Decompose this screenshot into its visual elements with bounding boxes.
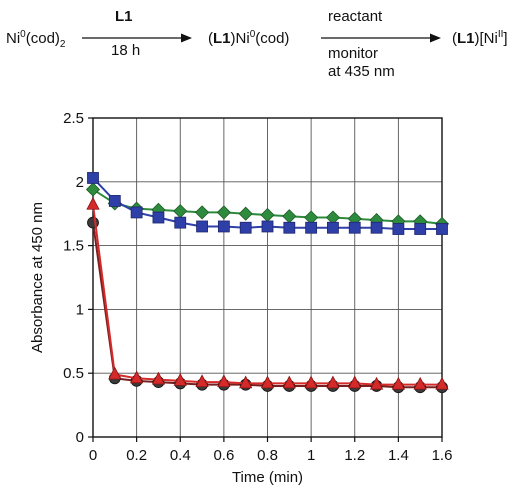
- data-point-square: [196, 220, 208, 233]
- data-point-square: [436, 223, 448, 235]
- y-tick-label: 2.5: [63, 110, 84, 127]
- data-point-triangle: [304, 375, 318, 389]
- y-tick-label: 0: [76, 429, 84, 446]
- x-tick-label: 0.8: [257, 447, 278, 464]
- x-tick-label: 0.6: [213, 447, 234, 464]
- data-point-triangle: [86, 196, 100, 210]
- x-tick-label: 0.4: [170, 447, 191, 464]
- x-axis-label: Time (min): [232, 469, 303, 486]
- data-point-square: [152, 211, 165, 224]
- x-tick-label: 1.6: [432, 447, 453, 464]
- data-point-triangle: [108, 366, 122, 380]
- series-square: [87, 172, 448, 235]
- step2-monitor: monitor: [328, 45, 379, 62]
- data-point-triangle: [391, 376, 406, 390]
- data-point-triangle: [195, 374, 209, 388]
- step2-wavelength: at 435 nm: [328, 63, 395, 80]
- data-point-square: [130, 206, 143, 219]
- data-point-diamond: [238, 206, 253, 221]
- data-point-diamond: [85, 182, 101, 197]
- data-point-square: [261, 220, 274, 233]
- step2-reagent: reactant: [328, 8, 383, 25]
- data-point-square: [239, 221, 252, 234]
- y-tick-label: 2: [76, 174, 84, 191]
- arrow-step2: [321, 33, 441, 43]
- data-point-square: [174, 216, 187, 229]
- data-point-circle: [87, 216, 99, 229]
- intermediate-complex: (L1)Ni0(cod): [208, 29, 290, 47]
- data-point-square: [414, 223, 427, 235]
- step1-reagent: L1: [115, 8, 133, 25]
- data-point-triangle: [173, 372, 187, 386]
- series-triangle: [86, 196, 449, 390]
- x-tick-label: 1.2: [344, 447, 365, 464]
- x-tick-label: 0: [89, 447, 97, 464]
- data-point-diamond: [282, 209, 297, 224]
- data-point-square: [217, 220, 230, 233]
- reagent-nicod2: Ni0(cod)2: [6, 29, 66, 50]
- data-point-triangle: [348, 375, 362, 389]
- data-point-diamond: [173, 204, 188, 219]
- data-point-triangle: [217, 374, 231, 388]
- data-point-diamond: [194, 205, 210, 220]
- data-point-triangle: [326, 375, 340, 389]
- y-axis-label: Absorbance at 450 nm: [29, 202, 46, 353]
- data-point-square: [327, 221, 339, 234]
- data-point-triangle: [239, 375, 253, 389]
- scheme-arrows: [82, 33, 441, 43]
- data-point-square: [283, 221, 296, 234]
- series: [85, 172, 450, 394]
- data-point-triangle: [151, 371, 166, 385]
- x-tick-label: 1.4: [388, 447, 409, 464]
- data-point-square: [370, 221, 383, 234]
- x-tick-label: 0.2: [126, 447, 147, 464]
- axes-ticks: 0 0.2 0.4 0.6 0.8 1 1.2 1.4 1.6 0 0.5 1 1.5 2 2.5: [63, 110, 452, 464]
- reaction-scheme: Ni0(cod)2 L1 18 h (L1)Ni0(cod) reactant …: [0, 0, 525, 95]
- y-tick-label: 0.5: [63, 365, 84, 382]
- data-point-triangle: [260, 375, 275, 389]
- data-point-square: [392, 223, 405, 235]
- x-tick-label: 1: [307, 447, 315, 464]
- data-point-triangle: [369, 376, 384, 390]
- data-point-square: [87, 172, 99, 184]
- data-point-square: [305, 221, 318, 234]
- step1-time: 18 h: [111, 42, 141, 59]
- y-tick-label: 1: [76, 301, 84, 318]
- data-point-diamond: [216, 205, 231, 220]
- data-point-triangle: [282, 375, 296, 389]
- y-tick-label: 1.5: [63, 238, 84, 255]
- data-point-triangle: [435, 376, 449, 390]
- product-complex: (L1)[NiII]: [452, 29, 508, 47]
- data-point-square: [108, 195, 121, 207]
- data-point-triangle: [413, 376, 427, 390]
- data-point-triangle: [129, 370, 144, 384]
- data-point-diamond: [260, 207, 275, 223]
- data-point-square: [348, 221, 361, 234]
- arrow-step1: [82, 33, 192, 43]
